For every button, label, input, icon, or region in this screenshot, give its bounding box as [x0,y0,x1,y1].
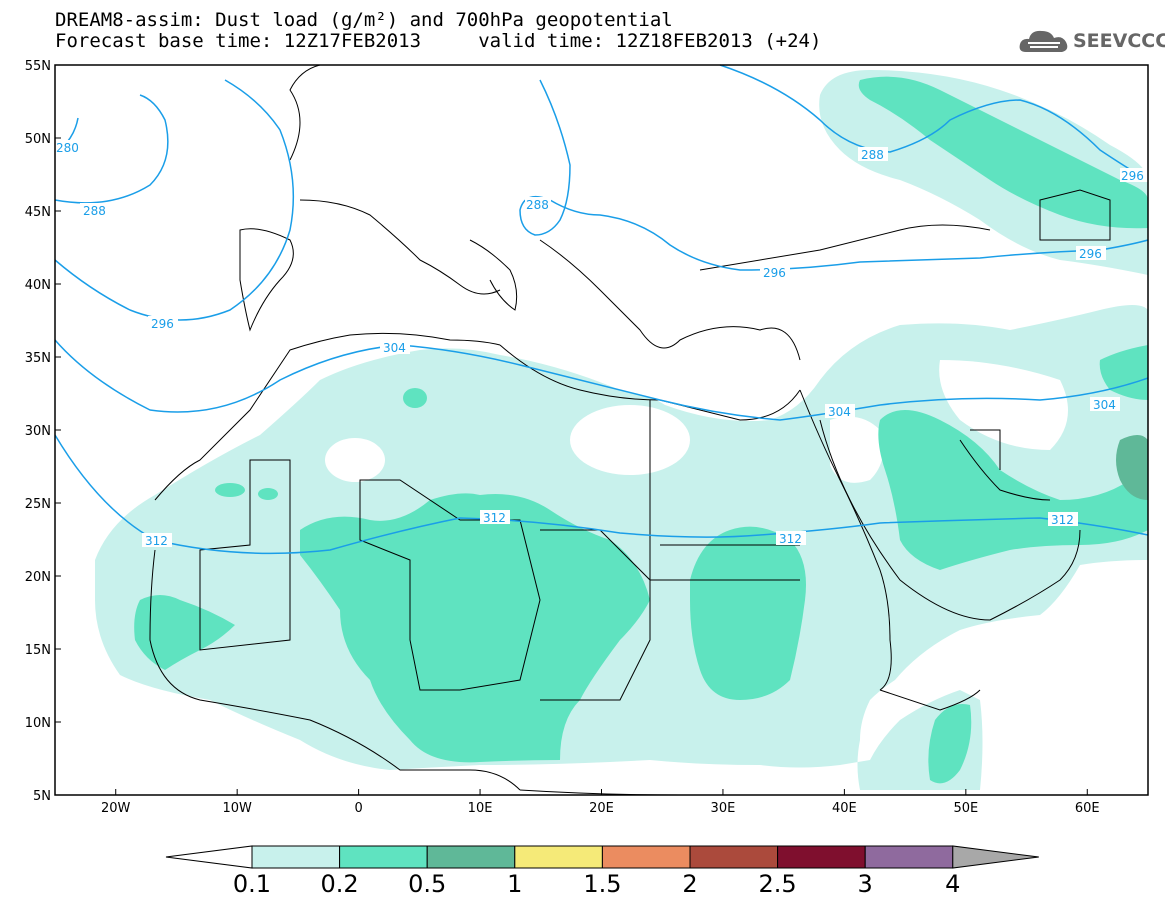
contour-label-296-ne: 296 [1121,169,1144,183]
colorbar-label: 3 [858,870,873,898]
colorbar-segment [601,845,691,869]
colorbar-over-triangle [952,845,1039,869]
colorbar-segment [339,845,428,869]
contour-label-296-east: 296 [1079,247,1102,261]
contour-label-304-far-east: 304 [1093,398,1116,412]
lat-tick-label: 50N [25,132,51,147]
lon-tick-label: 10E [468,801,493,816]
colorbar-segment [864,845,954,869]
contour-label-312-east: 312 [779,532,802,546]
colorbar: 0.1 0.2 0.5 1 1.5 2 2.5 3 4 [165,845,1039,898]
contour-label-296-west: 296 [151,317,174,331]
colorbar-segment [777,845,866,869]
contour-label-288-north: 288 [861,148,884,162]
coastlines-and-borders [149,64,1111,796]
contour-label-312-center: 312 [483,511,506,525]
colorbar-label: 0.1 [233,870,271,898]
map-title: DREAM8-assim: Dust load (g/m²) and 700hP… [55,9,673,31]
lon-tick-label: 40E [832,801,857,816]
lat-tick-label: 35N [25,351,51,366]
contour-label-280: 280 [56,141,79,155]
colorbar-label: 0.5 [408,870,446,898]
lat-tick-label: 20N [25,570,51,585]
lon-tick-label: 20W [101,801,131,816]
colorbar-label: 4 [945,870,960,898]
contour-label-288-west: 288 [83,204,106,218]
contour-labels: 280 288 296 304 312 288 296 296 304 312 … [55,140,1148,548]
contour-label-304-east: 304 [828,405,851,419]
colorbar-label: 1.5 [583,870,621,898]
colorbar-segment [689,845,779,869]
lat-tick-label: 15N [25,643,51,658]
contour-label-312-far-east: 312 [1051,513,1074,527]
colorbar-segment [514,845,603,869]
lon-tick-label: 50E [953,801,978,816]
colorbar-segment [426,845,516,869]
geopotential-contours [54,64,1149,555]
colorbar-label: 2 [682,870,697,898]
dust-high-region [1116,435,1148,500]
lat-tick-label: 40N [25,278,51,293]
lon-tick-label: 60E [1075,801,1100,816]
lat-tick-label: 45N [25,205,51,220]
colorbar-segment [251,845,341,869]
colorbar-under-triangle [165,845,253,869]
colorbar-label: 0.2 [321,870,359,898]
lon-tick-label: 0 [354,801,362,816]
latitude-axis: 55N 50N 45N 40N 35N 30N 25N 20N 15N 10N 5N [25,59,61,804]
lon-tick-label: 20E [589,801,614,816]
colorbar-label: 1 [507,870,522,898]
contour-label-312-west: 312 [145,534,168,548]
longitude-axis: 20W 10W 0 10E 20E 30E 40E 50E 60E [101,789,1100,816]
lon-tick-label: 10W [222,801,252,816]
contour-label-304-west: 304 [383,341,406,355]
lat-tick-label: 30N [25,424,51,439]
dust-free-areas [325,360,1068,483]
lat-tick-label: 10N [25,716,51,731]
dust-medium-region [134,76,1148,784]
forecast-time-subtitle: Forecast base time: 12Z17FEB2013 valid t… [55,30,822,52]
lat-tick-label: 55N [25,59,51,74]
contour-label-296-med: 296 [763,266,786,280]
colorbar-label: 2.5 [759,870,797,898]
lat-tick-label: 5N [33,789,51,804]
logo-text: SEEVCCC [1073,30,1165,52]
lat-tick-label: 25N [25,497,51,512]
lon-tick-label: 30E [711,801,736,816]
contour-label-288-balkan: 288 [526,198,549,212]
cloud-logo-icon [1019,30,1068,52]
